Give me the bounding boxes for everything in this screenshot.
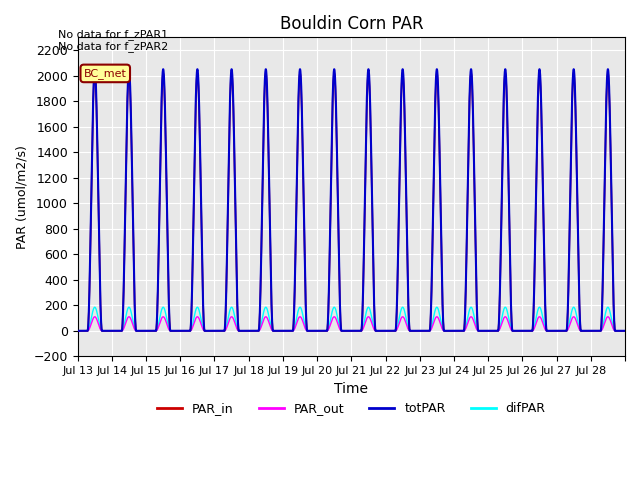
X-axis label: Time: Time — [334, 382, 369, 396]
Legend: PAR_in, PAR_out, totPAR, difPAR: PAR_in, PAR_out, totPAR, difPAR — [152, 397, 550, 420]
Text: No data for f_zPAR1
No data for f_zPAR2: No data for f_zPAR1 No data for f_zPAR2 — [58, 29, 168, 52]
Title: Bouldin Corn PAR: Bouldin Corn PAR — [280, 15, 423, 33]
Text: BC_met: BC_met — [84, 68, 127, 79]
Y-axis label: PAR (umol/m2/s): PAR (umol/m2/s) — [15, 145, 28, 249]
